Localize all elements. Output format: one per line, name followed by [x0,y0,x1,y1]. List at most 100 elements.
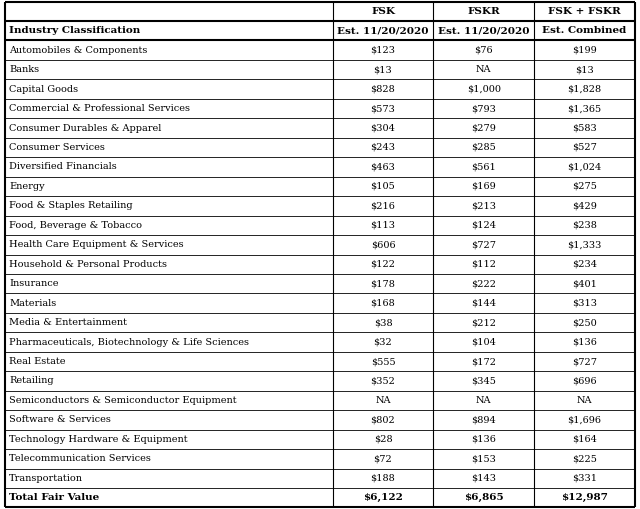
Text: NA: NA [476,396,492,405]
Text: $105: $105 [371,182,396,191]
Text: Est. 11/20/2020: Est. 11/20/2020 [438,26,529,35]
Text: $136: $136 [572,337,597,347]
Text: FSKR: FSKR [467,7,500,16]
Text: $828: $828 [371,84,396,94]
Text: $104: $104 [471,337,496,347]
Text: Insurance: Insurance [9,279,58,288]
Text: Household & Personal Products: Household & Personal Products [9,260,167,269]
Text: Semiconductors & Semiconductor Equipment: Semiconductors & Semiconductor Equipment [9,396,237,405]
Text: $1,696: $1,696 [568,415,602,425]
Text: $28: $28 [374,435,392,444]
Text: Food, Beverage & Tobacco: Food, Beverage & Tobacco [9,221,142,230]
Text: Media & Entertainment: Media & Entertainment [9,318,127,327]
Text: $112: $112 [471,260,496,269]
Text: $345: $345 [471,377,496,385]
Text: $124: $124 [471,221,496,230]
Text: $168: $168 [371,299,396,307]
Text: FSK + FSKR: FSK + FSKR [548,7,621,16]
Text: $32: $32 [374,337,392,347]
Text: $331: $331 [572,474,597,483]
Text: $76: $76 [474,46,493,54]
Text: $12,987: $12,987 [561,493,608,502]
Text: Industry Classification: Industry Classification [9,26,140,35]
Text: Technology Hardware & Equipment: Technology Hardware & Equipment [9,435,188,444]
Text: Est. Combined: Est. Combined [542,26,627,35]
Text: Commercial & Professional Services: Commercial & Professional Services [9,104,190,113]
Text: Consumer Services: Consumer Services [9,143,105,152]
Text: $216: $216 [371,202,396,210]
Text: Health Care Equipment & Services: Health Care Equipment & Services [9,240,184,249]
Text: $1,365: $1,365 [568,104,602,113]
Text: $1,333: $1,333 [567,240,602,249]
Text: $213: $213 [471,202,496,210]
Text: $169: $169 [472,182,496,191]
Text: Total Fair Value: Total Fair Value [9,493,99,502]
Text: $243: $243 [371,143,396,152]
Text: $6,865: $6,865 [464,493,504,502]
Text: $13: $13 [575,65,594,74]
Text: Pharmaceuticals, Biotechnology & Life Sciences: Pharmaceuticals, Biotechnology & Life Sc… [9,337,249,347]
Text: $279: $279 [471,124,496,132]
Text: Energy: Energy [9,182,45,191]
Text: Retailing: Retailing [9,377,54,385]
Text: $136: $136 [471,435,496,444]
Text: Capital Goods: Capital Goods [9,84,78,94]
Text: $285: $285 [472,143,496,152]
Text: $727: $727 [572,357,597,366]
Text: $72: $72 [374,455,392,463]
Text: $38: $38 [374,318,392,327]
Text: Real Estate: Real Estate [9,357,65,366]
Text: $555: $555 [371,357,396,366]
Text: $122: $122 [371,260,396,269]
Text: $123: $123 [371,46,396,54]
Text: NA: NA [375,396,391,405]
Text: $727: $727 [471,240,496,249]
Text: Est. 11/20/2020: Est. 11/20/2020 [337,26,429,35]
Text: $238: $238 [572,221,597,230]
Text: $234: $234 [572,260,597,269]
Text: $144: $144 [471,299,496,307]
Text: Transportation: Transportation [9,474,83,483]
Text: $429: $429 [572,202,597,210]
Text: Consumer Durables & Apparel: Consumer Durables & Apparel [9,124,161,132]
Text: $561: $561 [472,162,496,172]
Text: $172: $172 [471,357,496,366]
Text: $313: $313 [572,299,597,307]
Text: $401: $401 [572,279,597,288]
Text: Telecommunication Services: Telecommunication Services [9,455,151,463]
Text: $793: $793 [471,104,496,113]
Text: $250: $250 [572,318,597,327]
Text: $304: $304 [371,124,396,132]
Text: $802: $802 [371,415,396,425]
Text: $164: $164 [572,435,597,444]
Text: $1,828: $1,828 [568,84,602,94]
Text: $6,122: $6,122 [363,493,403,502]
Text: $212: $212 [471,318,496,327]
Text: Diversified Financials: Diversified Financials [9,162,116,172]
Text: $188: $188 [371,474,396,483]
Text: Food & Staples Retailing: Food & Staples Retailing [9,202,132,210]
Text: Banks: Banks [9,65,39,74]
Text: Automobiles & Components: Automobiles & Components [9,46,147,54]
Text: $463: $463 [371,162,396,172]
Text: $894: $894 [472,415,496,425]
Text: FSK: FSK [371,7,395,16]
Text: Materials: Materials [9,299,56,307]
Text: $143: $143 [471,474,496,483]
Text: $225: $225 [572,455,597,463]
Text: $1,024: $1,024 [568,162,602,172]
Text: $113: $113 [371,221,396,230]
Text: $13: $13 [374,65,392,74]
Text: $199: $199 [572,46,597,54]
Text: $178: $178 [371,279,396,288]
Text: NA: NA [476,65,492,74]
Text: NA: NA [577,396,592,405]
Text: $153: $153 [471,455,496,463]
Text: Software & Services: Software & Services [9,415,111,425]
Text: $222: $222 [471,279,496,288]
Text: $1,000: $1,000 [467,84,500,94]
Text: $352: $352 [371,377,396,385]
Text: $527: $527 [572,143,597,152]
Text: $573: $573 [371,104,396,113]
Text: $696: $696 [572,377,597,385]
